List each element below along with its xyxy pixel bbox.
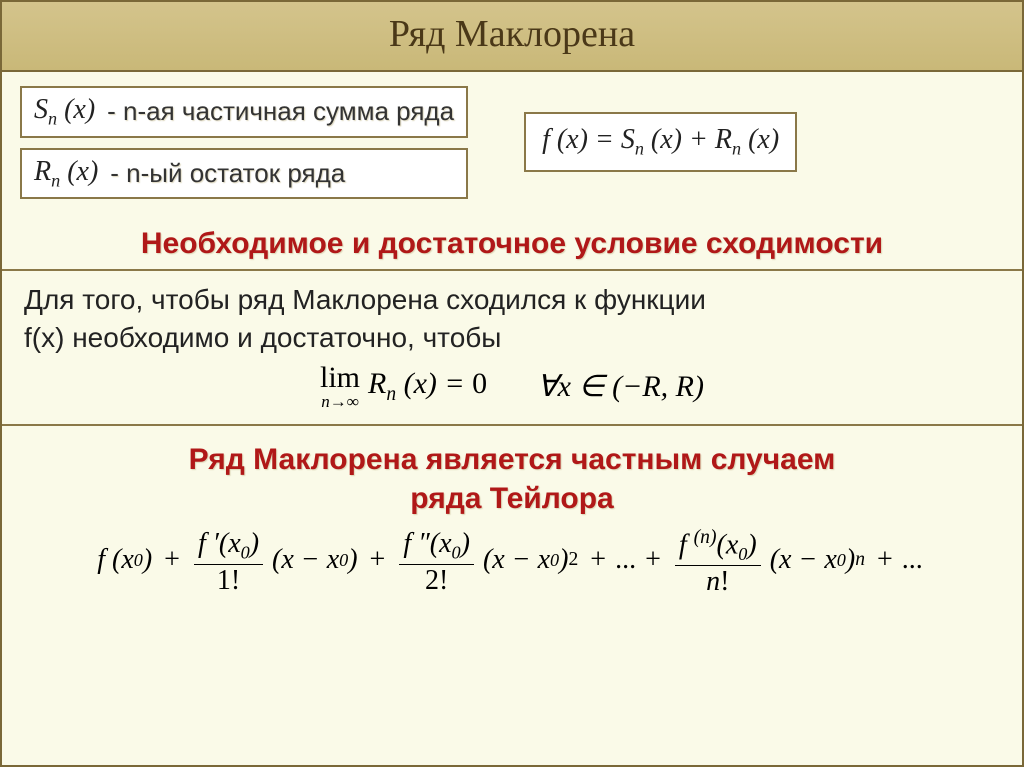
rn-formula: Rn (x) — [34, 156, 98, 192]
def-sn-box: Sn (x) - n-ая частичная сумма ряда — [20, 86, 468, 138]
slide: Ряд Маклорена Sn (x) - n-ая частичная су… — [0, 0, 1024, 767]
slide-title: Ряд Маклорена — [2, 12, 1022, 56]
taylor-series: f (x0) + f ′(x0) 1! (x − x0) + f ″(x0) 2… — [20, 528, 1004, 596]
content-area: Sn (x) - n-ая частичная сумма ряда Rn (x… — [2, 72, 1022, 596]
definitions-left: Sn (x) - n-ая частичная сумма ряда Rn (x… — [20, 86, 468, 209]
heading-taylor: Ряд Маклорена является частным случаемря… — [20, 440, 1004, 518]
theorem-line1: Для того, чтобы ряд Маклорена сходился к… — [24, 281, 1000, 319]
taylor-term1: f ′(x0) 1! — [194, 529, 263, 595]
limit-expression: lim n→∞ Rn (x) = 0 — [320, 363, 487, 410]
forall-condition: ∀x ∈ (−R, R) — [537, 369, 704, 404]
decomposition-box: f (x) = Sn (x) + Rn (x) — [524, 112, 797, 172]
lim-body: Rn (x) = 0 — [368, 367, 487, 406]
limit-row: lim n→∞ Rn (x) = 0 ∀x ∈ (−R, R) — [24, 363, 1000, 410]
taylor-termn: f (n)(x0) n! — [675, 528, 761, 596]
rn-text: - n-ый остаток ряда — [110, 158, 345, 189]
theorem-line2: f(x) необходимо и достаточно, чтобы — [24, 319, 1000, 357]
definitions-row: Sn (x) - n-ая частичная сумма ряда Rn (x… — [20, 86, 1004, 209]
sn-text: - n-ая частичная сумма ряда — [107, 96, 454, 127]
def-rn-box: Rn (x) - n-ый остаток ряда — [20, 148, 468, 200]
sn-formula: Sn (x) — [34, 94, 95, 130]
decomposition-formula: f (x) = Sn (x) + Rn (x) — [542, 124, 779, 155]
heading-condition: Необходимое и достаточное условие сходим… — [20, 227, 1004, 261]
lim-sub: n→∞ — [321, 393, 359, 410]
title-bar: Ряд Маклорена — [2, 2, 1022, 72]
theorem-block: Для того, чтобы ряд Маклорена сходился к… — [2, 269, 1022, 426]
lim-label: lim — [320, 363, 360, 393]
taylor-term2: f ″(x0) 2! — [399, 529, 474, 595]
